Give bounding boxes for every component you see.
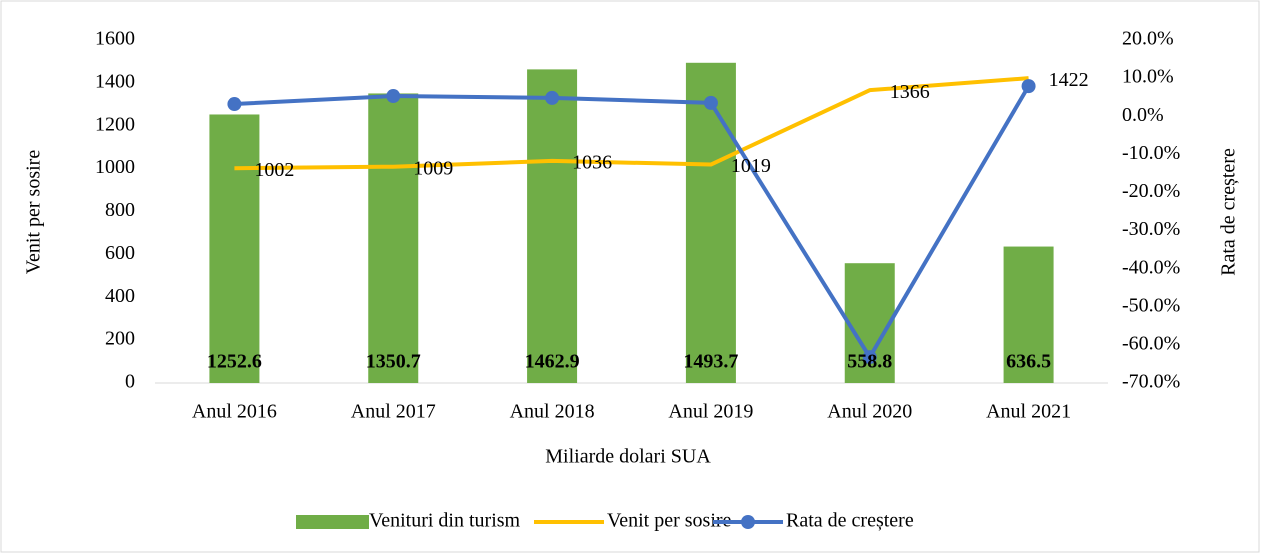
y2-tick-label: -50.0% bbox=[1122, 294, 1180, 316]
y-axis-label: Venit per sosire bbox=[23, 150, 45, 275]
bar-data-label: 1493.7 bbox=[683, 351, 738, 373]
bar-data-label: 1350.7 bbox=[366, 351, 421, 373]
y2-tick-label: -20.0% bbox=[1122, 180, 1180, 202]
y2-tick-label: -30.0% bbox=[1122, 218, 1180, 240]
x-tick-label: Anul 2017 bbox=[351, 401, 436, 423]
y-tick-label: 800 bbox=[105, 199, 135, 221]
bar-data-label: 558.8 bbox=[847, 351, 892, 373]
y2-tick-label: -60.0% bbox=[1122, 332, 1180, 354]
y-tick-label: 1600 bbox=[95, 28, 135, 50]
y2-tick-label: -40.0% bbox=[1122, 256, 1180, 278]
bar-data-label: 1462.9 bbox=[525, 351, 580, 373]
line-data-label: 1366 bbox=[890, 81, 930, 103]
x-tick-label: Anul 2021 bbox=[986, 401, 1071, 423]
line-data-label: 1002 bbox=[254, 159, 294, 181]
legend-label: Venituri din turism bbox=[369, 510, 521, 532]
x-tick-label: Anul 2020 bbox=[827, 401, 912, 423]
y2-tick-label: -10.0% bbox=[1122, 142, 1180, 164]
legend-swatch bbox=[296, 515, 369, 529]
line-marker bbox=[386, 89, 401, 104]
x-axis-label: Miliarde dolari SUA bbox=[545, 446, 711, 468]
y2-tick-label: 20.0% bbox=[1122, 28, 1174, 50]
x-tick-label: Anul 2016 bbox=[192, 401, 277, 423]
x-tick-label: Anul 2018 bbox=[510, 401, 595, 423]
line-marker bbox=[1021, 79, 1036, 94]
bar bbox=[685, 62, 736, 384]
legend-label: Rata de creștere bbox=[786, 510, 914, 532]
x-tick-label: Anul 2019 bbox=[668, 401, 753, 423]
line-data-label: 1036 bbox=[572, 152, 612, 174]
y-tick-label: 1400 bbox=[95, 70, 135, 92]
bar bbox=[209, 114, 260, 383]
y2-tick-label: -70.0% bbox=[1122, 371, 1180, 393]
line-marker bbox=[227, 97, 242, 112]
line-marker bbox=[545, 90, 560, 105]
y-tick-label: 600 bbox=[105, 242, 135, 264]
line bbox=[234, 76, 1029, 171]
y-tick-label: 0 bbox=[125, 371, 135, 393]
line-data-label: 1019 bbox=[731, 155, 771, 177]
y-tick-label: 200 bbox=[105, 328, 135, 350]
y2-tick-label: 0.0% bbox=[1122, 104, 1164, 126]
line-marker bbox=[703, 95, 718, 110]
y2-tick-label: 10.0% bbox=[1122, 66, 1174, 88]
bar bbox=[1003, 246, 1054, 383]
legend-marker bbox=[741, 515, 755, 529]
y-tick-label: 1200 bbox=[95, 113, 135, 135]
y-tick-label: 1000 bbox=[95, 156, 135, 178]
bar bbox=[368, 93, 419, 383]
line-data-label: 1009 bbox=[413, 157, 453, 179]
line-marker bbox=[862, 350, 877, 365]
line-data-label: 1422 bbox=[1049, 69, 1089, 91]
legend-label: Venit per sosire bbox=[607, 510, 732, 532]
y2-axis-label: Rata de creștere bbox=[1218, 148, 1240, 276]
y-tick-label: 400 bbox=[105, 285, 135, 307]
line bbox=[234, 85, 1031, 360]
bar bbox=[527, 69, 578, 384]
bar-data-label: 636.5 bbox=[1006, 351, 1051, 373]
bar-data-label: 1252.6 bbox=[207, 351, 262, 373]
